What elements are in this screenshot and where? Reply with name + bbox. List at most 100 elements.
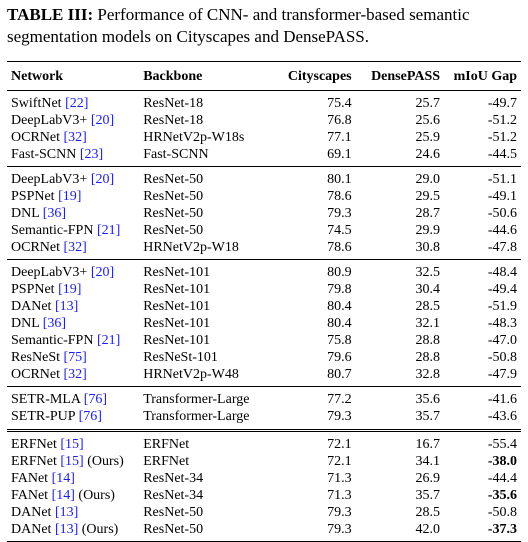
- cell-backbone: Fast-SCNN: [143, 146, 272, 167]
- network-suffix: (Ours): [74, 488, 115, 503]
- table-row: FANet [14] (Ours) ResNet-34 71.3 35.7 -35.6: [7, 487, 521, 504]
- citation-link[interactable]: [20]: [90, 265, 115, 280]
- network-suffix: (Ours): [78, 522, 119, 537]
- citation-link[interactable]: [32]: [63, 130, 87, 145]
- citation-link[interactable]: [20]: [90, 172, 115, 187]
- network-name: DNL: [11, 206, 40, 221]
- citation-link[interactable]: [19]: [58, 189, 82, 204]
- citation-link[interactable]: [21]: [96, 333, 121, 348]
- citation-link[interactable]: [22]: [65, 96, 89, 111]
- network-name: Fast-SCNN: [11, 147, 77, 162]
- cell-densepass: 25.7: [415, 96, 441, 111]
- cell-network: OCRNet [32]: [7, 239, 144, 260]
- cell-backbone: ResNet-34: [143, 488, 204, 503]
- table-row: DANet [13] (Ours) ResNet-50 79.3 42.0 -37.3: [7, 521, 521, 542]
- table-row: Semantic-FPN [21] ResNet-101 75.8 28.8 -47.0: [7, 332, 521, 349]
- cell-densepass: 28.8: [415, 333, 441, 348]
- cell-densepass: 29.0: [415, 172, 441, 187]
- citation-link[interactable]: [32]: [63, 240, 87, 255]
- cell-network: SETR-PUP [76]: [7, 408, 144, 432]
- cell-densepass: 34.1: [415, 454, 441, 469]
- citation-link[interactable]: [15]: [60, 437, 84, 452]
- cell-miou-gap: -51.2: [487, 130, 517, 145]
- citation-link[interactable]: [20]: [90, 113, 115, 128]
- table-row: DNL [36] ResNet-50 79.3 28.7 -50.6: [7, 205, 521, 222]
- cell-backbone: ResNet-50: [143, 223, 204, 238]
- network-name: ERFNet: [11, 437, 57, 452]
- cell-miou-gap: -48.4: [487, 265, 517, 280]
- table-row: DANet [13] ResNet-101 80.4 28.5 -51.9: [7, 298, 521, 315]
- cell-densepass: 30.4: [415, 282, 441, 297]
- citation-link[interactable]: [36]: [42, 206, 67, 221]
- citation-link[interactable]: [32]: [63, 367, 87, 382]
- table-row: DeepLabV3+ [20] ResNet-50 80.1 29.0 -51.1: [7, 167, 521, 189]
- cell-network: DeepLabV3+ [20]: [7, 167, 143, 189]
- cell-miou-gap: -47.9: [442, 366, 521, 387]
- cell-densepass: 42.0: [353, 521, 443, 542]
- table-row: SETR-MLA [76] Transformer-Large 77.2 35.6 -4…: [7, 387, 521, 409]
- network-name: ResNeSt: [11, 350, 60, 365]
- cell-miou-gap: -50.8: [487, 350, 517, 365]
- citation-link[interactable]: [13]: [54, 522, 79, 537]
- cell-cityscapes: 80.7: [271, 366, 354, 387]
- cell-backbone: HRNetV2p-W18s: [143, 130, 245, 145]
- caption-label: TABLE III:: [7, 5, 94, 24]
- cell-miou-gap: -51.1: [487, 172, 517, 187]
- network-name: FANet: [11, 488, 49, 503]
- network-name: SETR-PUP: [11, 409, 76, 424]
- cell-miou-gap: -55.4: [487, 437, 517, 452]
- network-name: Semantic-FPN: [11, 223, 94, 238]
- citation-link[interactable]: [14]: [51, 471, 75, 486]
- table-body: SwiftNet [22] ResNet-18 75.4 25.7 -49.7 DeepL…: [7, 91, 521, 542]
- citation-link[interactable]: [76]: [78, 409, 102, 424]
- cell-cityscapes: 80.4: [327, 316, 352, 331]
- citation-link[interactable]: [13]: [54, 505, 79, 520]
- cell-network: ERFNet [15] (Ours): [7, 453, 143, 470]
- cell-network: Semantic-FPN [21]: [7, 222, 143, 239]
- cell-cityscapes: 71.3: [327, 471, 352, 486]
- cell-miou-gap: -50.6: [487, 206, 517, 221]
- table-row: DeepLabV3+ [20] ResNet-18 76.8 25.6 -51.2: [7, 112, 521, 129]
- network-name: DANet: [11, 299, 52, 314]
- cell-backbone: ResNet-101: [143, 282, 211, 297]
- cell-backbone: ERFNet: [143, 437, 190, 452]
- citation-link[interactable]: [76]: [83, 392, 108, 407]
- cell-cityscapes: 69.1: [271, 146, 354, 167]
- header-cityscapes: Cityscapes: [271, 61, 354, 91]
- cell-densepass: 28.7: [415, 206, 441, 221]
- citation-link[interactable]: [23]: [79, 147, 104, 162]
- cell-cityscapes: 75.8: [327, 333, 352, 348]
- cell-backbone: ResNet-50: [143, 189, 204, 204]
- network-name: OCRNet: [11, 240, 60, 255]
- table-row: OCRNet [32] HRNetV2p-W18s 77.1 25.9 -51.2: [7, 129, 521, 146]
- network-name: SETR-MLA: [11, 392, 81, 407]
- citation-link[interactable]: [36]: [42, 316, 67, 331]
- cell-backbone: ResNet-50: [143, 521, 272, 542]
- citation-link[interactable]: [15]: [60, 454, 84, 469]
- cell-densepass: 35.6: [415, 392, 441, 407]
- cell-backbone: ResNet-18: [143, 96, 204, 111]
- cell-network: DANet [13]: [7, 504, 143, 521]
- citation-link[interactable]: [13]: [54, 299, 79, 314]
- cell-cityscapes: 75.4: [327, 96, 352, 111]
- cell-backbone: ResNet-34: [143, 471, 204, 486]
- cell-network: FANet [14] (Ours): [7, 487, 143, 504]
- cell-densepass: 28.5: [415, 505, 441, 520]
- cell-backbone: ResNet-101: [143, 299, 211, 314]
- cell-densepass: 32.8: [353, 366, 443, 387]
- cell-backbone: ResNet-50: [143, 206, 204, 221]
- cell-miou-gap: -49.1: [487, 189, 517, 204]
- network-name: OCRNet: [11, 367, 60, 382]
- cell-cityscapes: 79.3: [271, 408, 354, 432]
- cell-cityscapes: 72.1: [327, 437, 352, 452]
- citation-link[interactable]: [14]: [51, 488, 75, 503]
- citation-link[interactable]: [75]: [63, 350, 87, 365]
- citation-link[interactable]: [19]: [58, 282, 82, 297]
- cell-network: SETR-MLA [76]: [7, 387, 143, 409]
- network-name: PSPNet: [11, 282, 55, 297]
- cell-densepass: 29.5: [415, 189, 441, 204]
- cell-network: DNL [36]: [7, 315, 143, 332]
- table-row: DeepLabV3+ [20] ResNet-101 80.9 32.5 -48.4: [7, 260, 521, 282]
- cell-densepass: 16.7: [415, 437, 441, 452]
- citation-link[interactable]: [21]: [96, 223, 121, 238]
